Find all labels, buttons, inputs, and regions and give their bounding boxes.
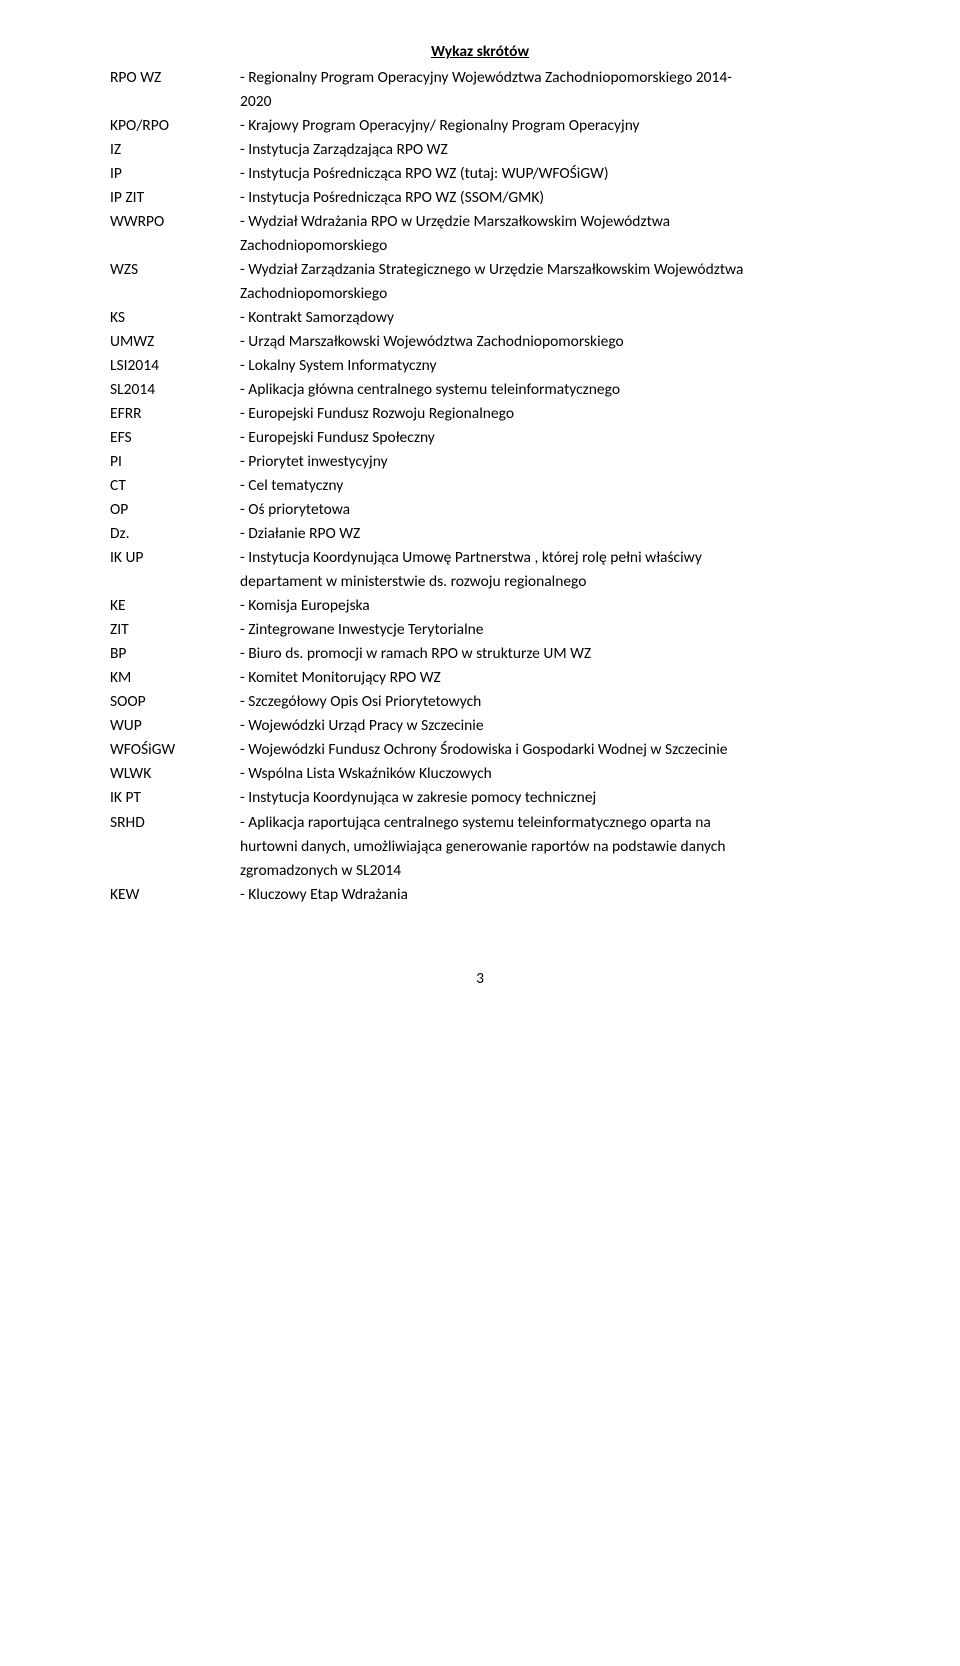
list-item: PI- Priorytet inwestycyjny — [110, 450, 850, 474]
list-item: KM- Komitet Monitorujący RPO WZ — [110, 666, 850, 690]
abbreviation: EFRR — [110, 402, 240, 426]
description: - Wojewódzki Urząd Pracy w Szczecinie — [240, 714, 850, 738]
list-item: WFOŚiGW- Wojewódzki Fundusz Ochrony Środ… — [110, 738, 850, 762]
description: - Instytucja Koordynująca Umowę Partners… — [240, 546, 850, 570]
list-item: WLWK- Wspólna Lista Wskaźników Kluczowyc… — [110, 762, 850, 786]
description: - Wojewódzki Fundusz Ochrony Środowiska … — [240, 738, 850, 762]
list-item: WWRPO- Wydział Wdrażania RPO w Urzędzie … — [110, 210, 850, 234]
abbreviation: UMWZ — [110, 330, 240, 354]
description: - Wydział Zarządzania Strategicznego w U… — [240, 258, 850, 282]
list-item: KEW- Kluczowy Etap Wdrażania — [110, 883, 850, 907]
abbreviation: IZ — [110, 138, 240, 162]
abbreviation: WZS — [110, 258, 240, 282]
list-item: IP ZIT- Instytucja Pośrednicząca RPO WZ … — [110, 186, 850, 210]
description: - Instytucja Koordynująca w zakresie pom… — [240, 786, 850, 810]
description-continuation: hurtowni danych, umożliwiająca generowan… — [240, 835, 850, 859]
abbreviation: ZIT — [110, 618, 240, 642]
abbreviation: CT — [110, 474, 240, 498]
abbreviation: RPO WZ — [110, 66, 240, 90]
abbreviation-list: RPO WZ- Regionalny Program Operacyjny Wo… — [110, 66, 850, 907]
abbreviation: Dz. — [110, 522, 240, 546]
description: - Działanie RPO WZ — [240, 522, 850, 546]
abbreviation: WWRPO — [110, 210, 240, 234]
description-continuation: zgromadzonych w SL2014 — [240, 859, 850, 883]
description: - Lokalny System Informatyczny — [240, 354, 850, 378]
list-item: IZ- Instytucja Zarządzająca RPO WZ — [110, 138, 850, 162]
description: - Komisja Europejska — [240, 594, 850, 618]
description: - Cel tematyczny — [240, 474, 850, 498]
page-title: Wykaz skrótów — [110, 40, 850, 64]
description-continuation: Zachodniopomorskiego — [240, 282, 850, 306]
description: - Komitet Monitorujący RPO WZ — [240, 666, 850, 690]
list-item: SRHD- Aplikacja raportująca centralnego … — [110, 811, 850, 835]
list-item: WZS- Wydział Zarządzania Strategicznego … — [110, 258, 850, 282]
description: - Instytucja Zarządzająca RPO WZ — [240, 138, 850, 162]
abbreviation: BP — [110, 642, 240, 666]
description: - Wydział Wdrażania RPO w Urzędzie Marsz… — [240, 210, 850, 234]
list-item: BP- Biuro ds. promocji w ramach RPO w st… — [110, 642, 850, 666]
description: - Europejski Fundusz Społeczny — [240, 426, 850, 450]
abbreviation: OP — [110, 498, 240, 522]
abbreviation: WUP — [110, 714, 240, 738]
abbreviation: PI — [110, 450, 240, 474]
description: - Aplikacja raportująca centralnego syst… — [240, 811, 850, 835]
description: - Zintegrowane Inwestycje Terytorialne — [240, 618, 850, 642]
list-item: CT- Cel tematyczny — [110, 474, 850, 498]
list-item: RPO WZ- Regionalny Program Operacyjny Wo… — [110, 66, 850, 90]
abbreviation: KS — [110, 306, 240, 330]
abbreviation: SL2014 — [110, 378, 240, 402]
description: - Aplikacja główna centralnego systemu t… — [240, 378, 850, 402]
description: - Regionalny Program Operacyjny Wojewódz… — [240, 66, 850, 90]
abbreviation: KM — [110, 666, 240, 690]
description: - Kluczowy Etap Wdrażania — [240, 883, 850, 907]
list-item: EFRR- Europejski Fundusz Rozwoju Regiona… — [110, 402, 850, 426]
list-item: KE- Komisja Europejska — [110, 594, 850, 618]
abbreviation: KE — [110, 594, 240, 618]
abbreviation: IK PT — [110, 786, 240, 810]
description: - Instytucja Pośrednicząca RPO WZ (SSOM/… — [240, 186, 850, 210]
description: - Kontrakt Samorządowy — [240, 306, 850, 330]
list-item: KS- Kontrakt Samorządowy — [110, 306, 850, 330]
list-item: EFS- Europejski Fundusz Społeczny — [110, 426, 850, 450]
description: - Priorytet inwestycyjny — [240, 450, 850, 474]
description: - Europejski Fundusz Rozwoju Regionalneg… — [240, 402, 850, 426]
abbreviation: WLWK — [110, 762, 240, 786]
list-item: IP- Instytucja Pośrednicząca RPO WZ (tut… — [110, 162, 850, 186]
abbreviation: IP ZIT — [110, 186, 240, 210]
list-item: UMWZ- Urząd Marszałkowski Województwa Za… — [110, 330, 850, 354]
description: - Urząd Marszałkowski Województwa Zachod… — [240, 330, 850, 354]
abbreviation: EFS — [110, 426, 240, 450]
abbreviation: KPO/RPO — [110, 114, 240, 138]
list-item: IK UP- Instytucja Koordynująca Umowę Par… — [110, 546, 850, 570]
list-item: IK PT- Instytucja Koordynująca w zakresi… — [110, 786, 850, 810]
description: - Krajowy Program Operacyjny/ Regionalny… — [240, 114, 850, 138]
abbreviation: SRHD — [110, 811, 240, 835]
list-item: SL2014- Aplikacja główna centralnego sys… — [110, 378, 850, 402]
abbreviation: IP — [110, 162, 240, 186]
abbreviation: KEW — [110, 883, 240, 907]
list-item: ZIT- Zintegrowane Inwestycje Terytorialn… — [110, 618, 850, 642]
list-item: KPO/RPO- Krajowy Program Operacyjny/ Reg… — [110, 114, 850, 138]
description: - Instytucja Pośrednicząca RPO WZ (tutaj… — [240, 162, 850, 186]
description: - Oś priorytetowa — [240, 498, 850, 522]
abbreviation: SOOP — [110, 690, 240, 714]
description-continuation: departament w ministerstwie ds. rozwoju … — [240, 570, 850, 594]
list-item: Dz.- Działanie RPO WZ — [110, 522, 850, 546]
list-item: SOOP- Szczegółowy Opis Osi Priorytetowyc… — [110, 690, 850, 714]
description: - Szczegółowy Opis Osi Priorytetowych — [240, 690, 850, 714]
abbreviation: LSI2014 — [110, 354, 240, 378]
abbreviation: WFOŚiGW — [110, 738, 240, 762]
list-item: OP- Oś priorytetowa — [110, 498, 850, 522]
description: - Wspólna Lista Wskaźników Kluczowych — [240, 762, 850, 786]
page-number: 3 — [110, 967, 850, 991]
description-continuation: 2020 — [240, 90, 850, 114]
list-item: LSI2014- Lokalny System Informatyczny — [110, 354, 850, 378]
description: - Biuro ds. promocji w ramach RPO w stru… — [240, 642, 850, 666]
list-item: WUP- Wojewódzki Urząd Pracy w Szczecinie — [110, 714, 850, 738]
abbreviation: IK UP — [110, 546, 240, 570]
description-continuation: Zachodniopomorskiego — [240, 234, 850, 258]
